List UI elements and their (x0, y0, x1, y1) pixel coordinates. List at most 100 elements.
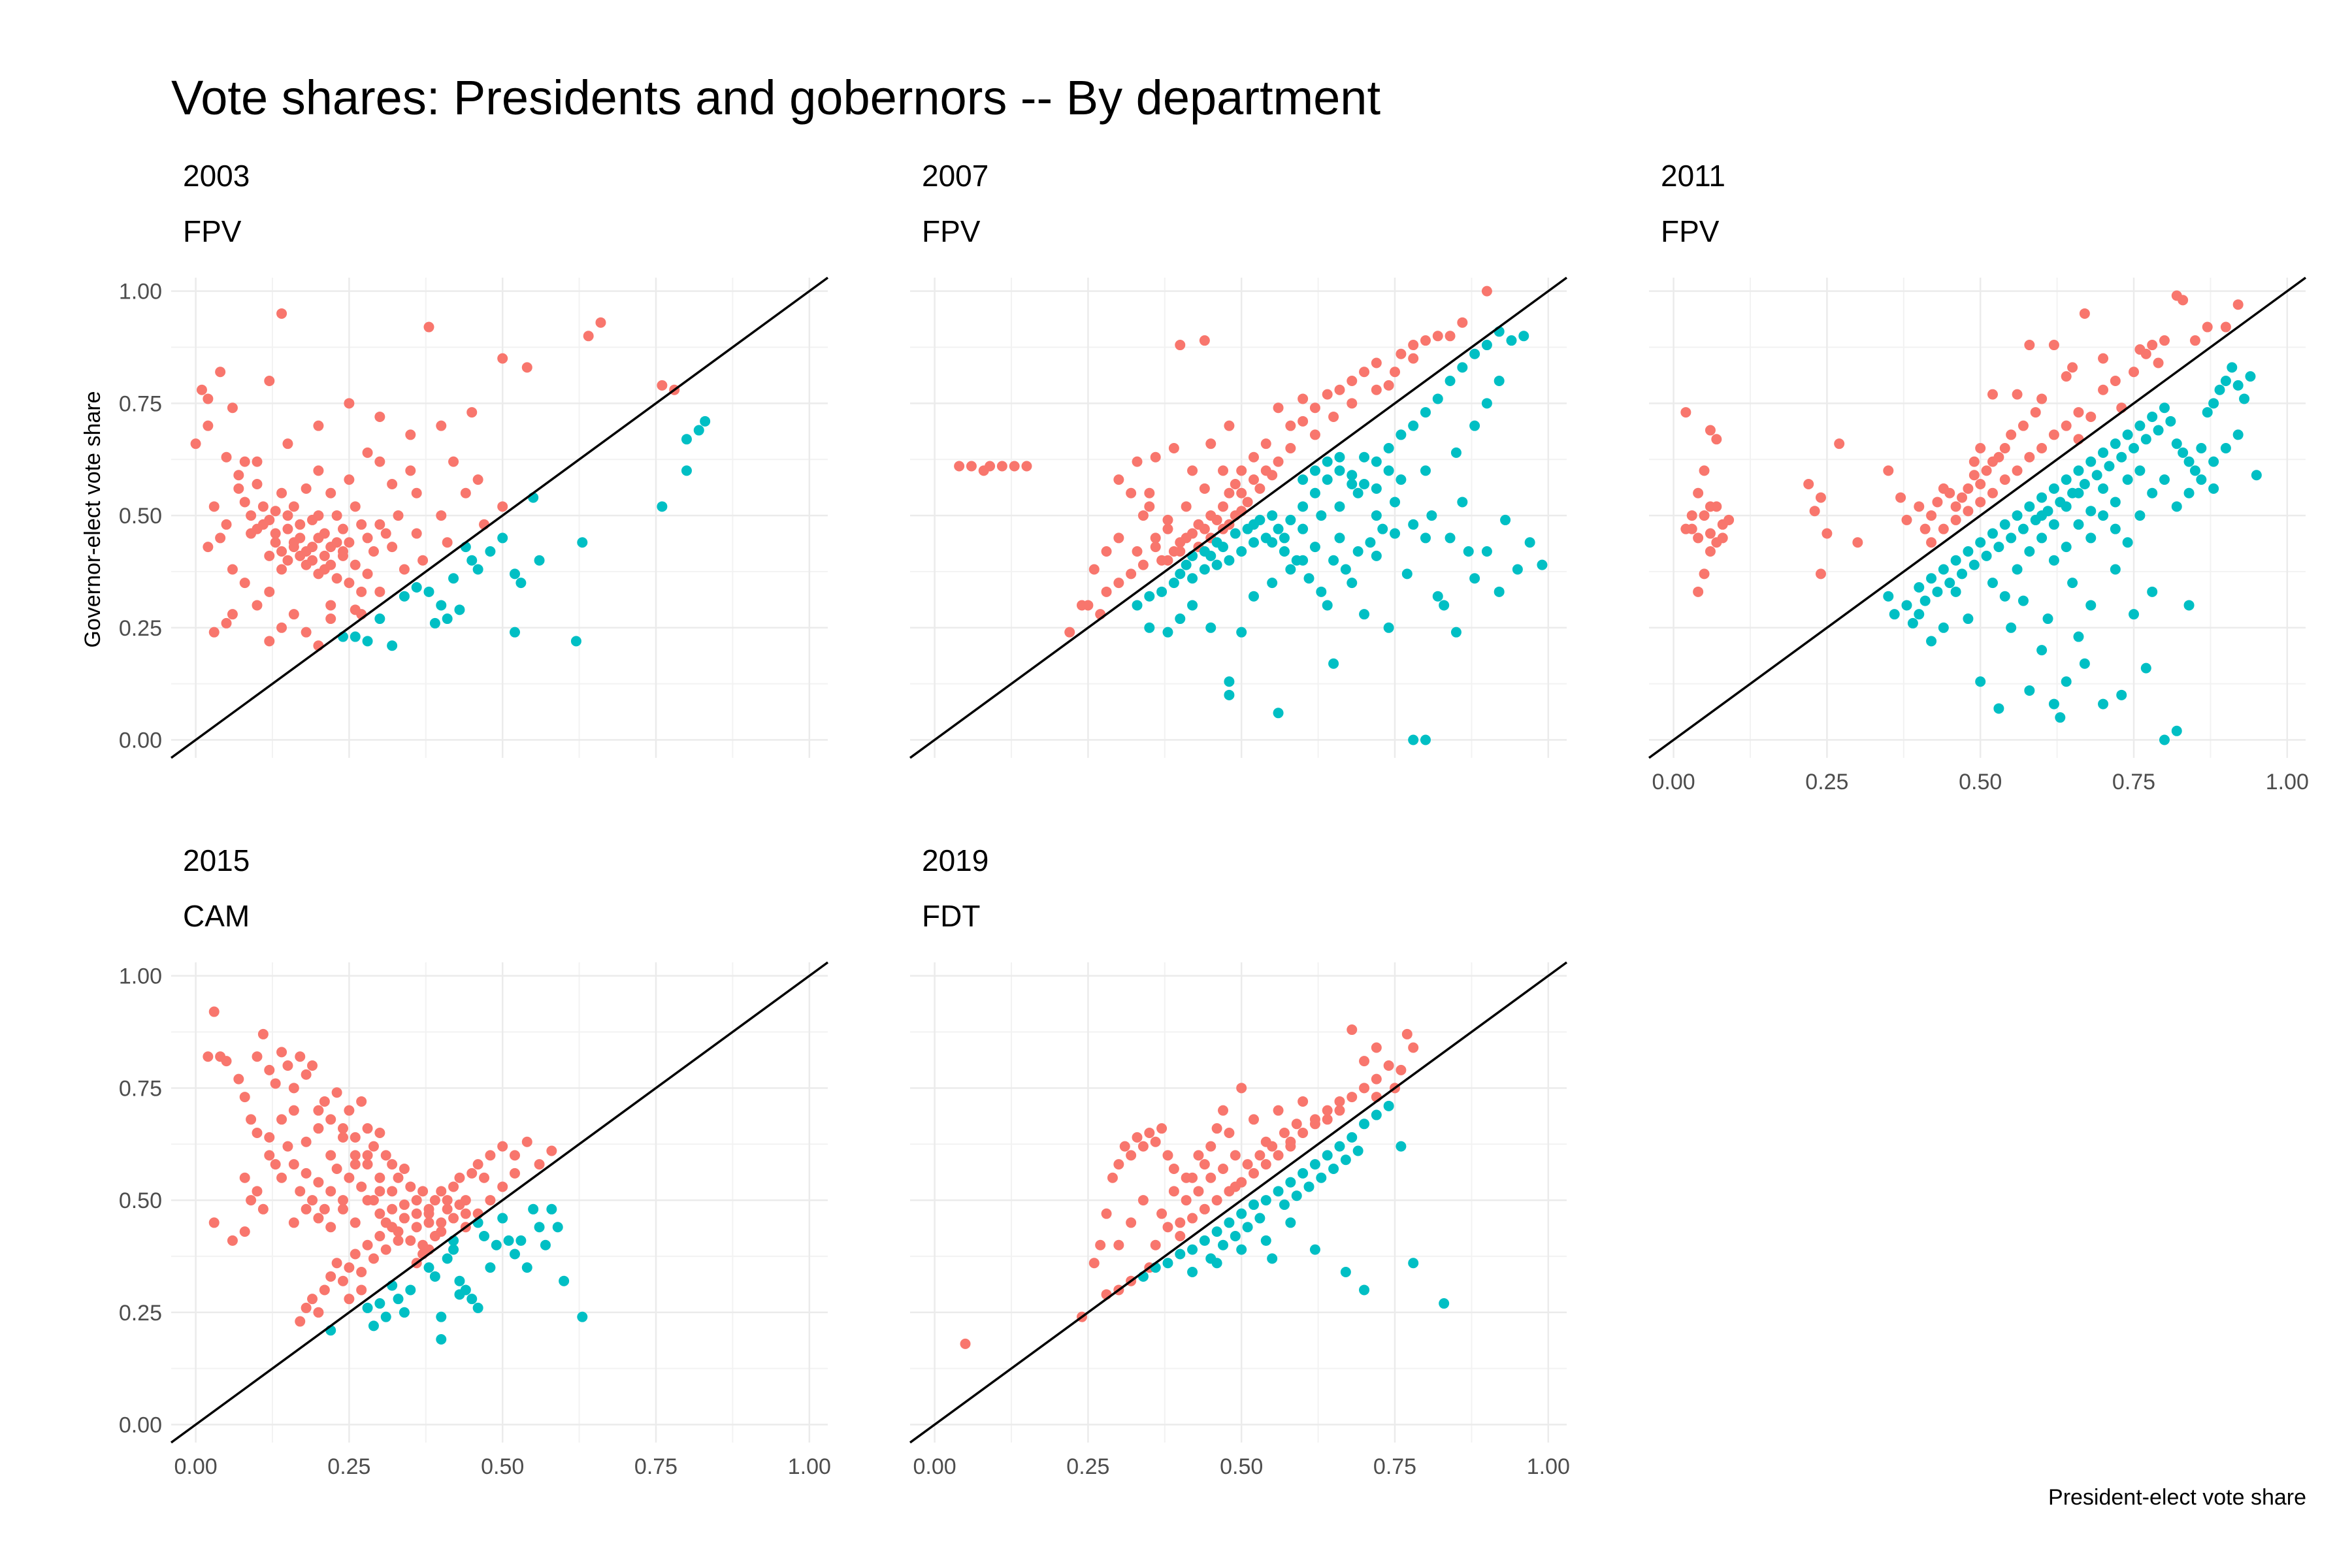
data-point (374, 519, 385, 530)
data-point (2073, 487, 2084, 498)
data-point (356, 1266, 367, 1277)
data-point (1088, 1258, 1100, 1269)
data-point (393, 1294, 404, 1305)
data-point (276, 487, 287, 498)
data-point (1137, 510, 1149, 521)
data-point (1254, 1213, 1266, 1224)
data-point (2134, 465, 2146, 476)
data-point (1950, 514, 1961, 525)
data-point (362, 636, 373, 647)
data-point (1944, 578, 1955, 589)
data-point (1236, 627, 1247, 638)
data-point (1334, 1141, 1345, 1152)
data-point (497, 1213, 508, 1224)
data-point (2012, 465, 2023, 476)
data-point (1347, 398, 1358, 409)
data-point (2159, 474, 2170, 485)
data-point (479, 1231, 490, 1242)
data-point (1309, 465, 1320, 476)
data-point (693, 425, 704, 436)
data-point (1224, 1128, 1235, 1139)
data-point (1895, 492, 1906, 503)
data-point (657, 380, 668, 391)
data-point (509, 568, 520, 580)
data-point (1914, 501, 1925, 512)
data-point (2098, 483, 2109, 494)
data-point (307, 1294, 318, 1305)
data-point (1359, 478, 1370, 489)
data-point (1162, 1258, 1173, 1269)
data-point (270, 528, 281, 539)
data-point (411, 581, 422, 593)
data-point (1506, 335, 1517, 346)
data-point (405, 429, 416, 440)
data-point (356, 519, 367, 530)
data-point (1309, 1159, 1320, 1170)
data-point (1126, 1217, 1137, 1228)
data-point (252, 478, 263, 489)
data-point (1463, 546, 1474, 557)
data-point (1371, 456, 1382, 467)
data-point (436, 1334, 447, 1345)
data-point (1815, 492, 1826, 503)
data-point (1303, 573, 1315, 584)
data-point (227, 609, 238, 620)
x-tick-label: 1.00 (1527, 1454, 1570, 1479)
data-point (1144, 622, 1155, 633)
data-point (1205, 550, 1217, 561)
data-point (1279, 1128, 1290, 1139)
data-point (1162, 1150, 1173, 1161)
data-point (387, 1159, 398, 1170)
points-group (190, 308, 711, 651)
data-point (1144, 1128, 1155, 1139)
data-point (534, 1222, 545, 1233)
data-point (2098, 384, 2109, 395)
data-point (1439, 1298, 1450, 1309)
data-point (1267, 537, 1278, 548)
data-point (1396, 348, 1407, 359)
data-point (252, 600, 263, 611)
data-point (313, 1213, 324, 1224)
data-point (276, 546, 287, 557)
data-point (1218, 1163, 1229, 1174)
data-point (2079, 658, 2090, 669)
data-point (1107, 1172, 1118, 1183)
data-point (301, 1302, 312, 1313)
data-point (2147, 586, 2158, 597)
y-tick-label: 0.00 (119, 1413, 162, 1438)
data-point (1322, 600, 1333, 611)
data-point (399, 1199, 410, 1210)
data-point (239, 1092, 250, 1103)
data-point (1298, 1128, 1309, 1139)
data-point (1230, 1231, 1241, 1242)
data-point (313, 1177, 324, 1188)
data-point (1224, 555, 1235, 566)
data-point (1175, 1249, 1186, 1260)
data-point (387, 542, 398, 553)
data-point (2085, 532, 2097, 544)
data-point (1236, 465, 1247, 476)
data-point (344, 1294, 355, 1305)
data-point (1975, 478, 1986, 489)
data-point (1285, 564, 1296, 575)
data-point (960, 1338, 971, 1349)
data-point (1469, 573, 1480, 584)
panel-2003: 2003 FPV 0.00 0.25 0.50 0.75 1.00 (119, 159, 829, 759)
data-point (2042, 613, 2053, 625)
data-point (1211, 559, 1222, 570)
data-point (1371, 1042, 1382, 1053)
data-point (1083, 600, 1094, 611)
data-point (1347, 1092, 1358, 1103)
data-point (2104, 461, 2115, 472)
data-point (350, 1159, 361, 1170)
data-point (411, 1222, 422, 1233)
data-point (1371, 510, 1382, 521)
data-point (1273, 523, 1284, 534)
data-point (1168, 1186, 1179, 1197)
data-point (442, 1195, 453, 1206)
data-point (301, 1136, 312, 1147)
data-point (1279, 532, 1290, 544)
data-point (1383, 622, 1394, 633)
data-point (2012, 564, 2023, 575)
data-point (423, 1208, 434, 1219)
